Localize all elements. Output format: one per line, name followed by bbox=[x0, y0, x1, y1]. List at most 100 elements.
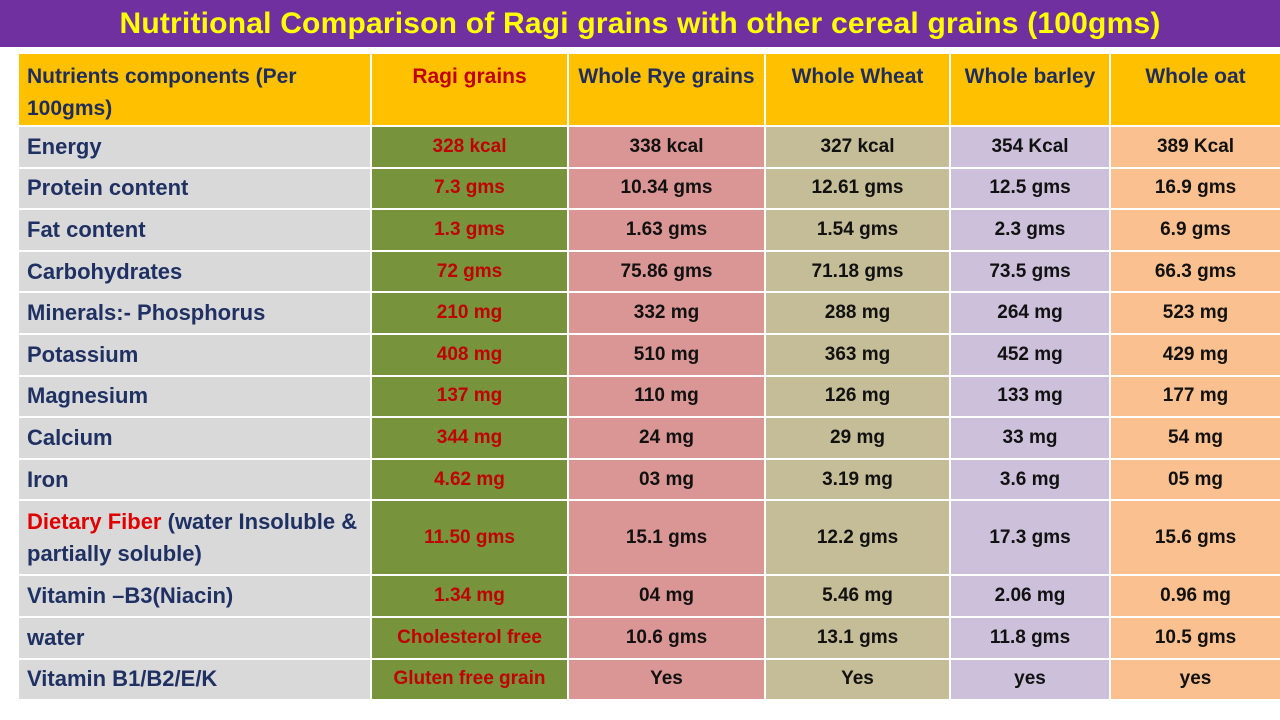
barley-value: 133 mg bbox=[949, 374, 1111, 419]
table-row: Minerals:- Phosphorus 210 mg 332 mg 288 … bbox=[17, 291, 1280, 335]
nutrition-comparison-table: Nutrients components (Per 100gms) Ragi g… bbox=[17, 52, 1280, 702]
wheat-value: 327 kcal bbox=[764, 125, 951, 169]
table-row: Dietary Fiber (water Insoluble & partial… bbox=[17, 499, 1280, 577]
barley-value: yes bbox=[949, 657, 1111, 702]
rye-value: Yes bbox=[567, 657, 766, 702]
table-row: water Cholesterol free 10.6 gms 13.1 gms… bbox=[17, 615, 1280, 660]
table-row: Magnesium 137 mg 110 mg 126 mg 133 mg 17… bbox=[17, 374, 1280, 419]
rye-value: 510 mg bbox=[567, 332, 766, 377]
ragi-value: 328 kcal bbox=[370, 125, 569, 169]
rye-value: 10.6 gms bbox=[567, 615, 766, 660]
table-row: Vitamin –B3(Niacin) 1.34 mg 04 mg 5.46 m… bbox=[17, 574, 1280, 618]
nutrient-name: Minerals:- Phosphorus bbox=[17, 291, 372, 335]
oat-value: 6.9 gms bbox=[1109, 208, 1280, 252]
rye-value: 04 mg bbox=[567, 574, 766, 618]
rye-value: 10.34 gms bbox=[567, 166, 766, 211]
nutrient-name: Calcium bbox=[17, 416, 372, 460]
ragi-value: 137 mg bbox=[370, 374, 569, 419]
wheat-value: 12.61 gms bbox=[764, 166, 951, 211]
ragi-value: 1.34 mg bbox=[370, 574, 569, 618]
ragi-value: 344 mg bbox=[370, 416, 569, 460]
oat-value: 15.6 gms bbox=[1109, 499, 1280, 577]
table-row: Potassium 408 mg 510 mg 363 mg 452 mg 42… bbox=[17, 332, 1280, 377]
header-wheat: Whole Wheat bbox=[764, 52, 951, 127]
dietary-fiber-label: Dietary Fiber bbox=[27, 508, 162, 534]
nutrient-name: Dietary Fiber (water Insoluble & partial… bbox=[17, 499, 372, 577]
oat-value: 16.9 gms bbox=[1109, 166, 1280, 211]
table-row: Fat content 1.3 gms 1.63 gms 1.54 gms 2.… bbox=[17, 208, 1280, 252]
wheat-value: 29 mg bbox=[764, 416, 951, 460]
barley-value: 452 mg bbox=[949, 332, 1111, 377]
wheat-value: Yes bbox=[764, 657, 951, 702]
wheat-value: 126 mg bbox=[764, 374, 951, 419]
ragi-value: 11.50 gms bbox=[370, 499, 569, 577]
barley-value: 17.3 gms bbox=[949, 499, 1111, 577]
rye-value: 24 mg bbox=[567, 416, 766, 460]
oat-value: 05 mg bbox=[1109, 457, 1280, 502]
oat-value: 10.5 gms bbox=[1109, 615, 1280, 660]
barley-value: 3.6 mg bbox=[949, 457, 1111, 502]
wheat-value: 13.1 gms bbox=[764, 615, 951, 660]
table-row: Vitamin B1/B2/E/K Gluten free grain Yes … bbox=[17, 657, 1280, 702]
wheat-value: 288 mg bbox=[764, 291, 951, 335]
barley-value: 354 Kcal bbox=[949, 125, 1111, 169]
table-row: Energy 328 kcal 338 kcal 327 kcal 354 Kc… bbox=[17, 125, 1280, 169]
wheat-value: 363 mg bbox=[764, 332, 951, 377]
barley-value: 73.5 gms bbox=[949, 249, 1111, 294]
oat-value: 66.3 gms bbox=[1109, 249, 1280, 294]
barley-value: 2.06 mg bbox=[949, 574, 1111, 618]
nutrient-name: Iron bbox=[17, 457, 372, 502]
header-oat: Whole oat bbox=[1109, 52, 1280, 127]
ragi-value: 1.3 gms bbox=[370, 208, 569, 252]
ragi-value: 72 gms bbox=[370, 249, 569, 294]
oat-value: 54 mg bbox=[1109, 416, 1280, 460]
barley-value: 11.8 gms bbox=[949, 615, 1111, 660]
rye-value: 75.86 gms bbox=[567, 249, 766, 294]
oat-value: yes bbox=[1109, 657, 1280, 702]
nutrient-name: Magnesium bbox=[17, 374, 372, 419]
dietary-fiber-note: (water Insoluble & partially soluble) bbox=[27, 508, 358, 566]
nutrition-table-container: Nutrients components (Per 100gms) Ragi g… bbox=[17, 52, 1280, 702]
barley-value: 264 mg bbox=[949, 291, 1111, 335]
nutrient-name: Carbohydrates bbox=[17, 249, 372, 294]
nutrient-name: Vitamin –B3(Niacin) bbox=[17, 574, 372, 618]
table-row: Iron 4.62 mg 03 mg 3.19 mg 3.6 mg 05 mg bbox=[17, 457, 1280, 502]
table-header-row: Nutrients components (Per 100gms) Ragi g… bbox=[17, 52, 1280, 127]
ragi-value: 4.62 mg bbox=[370, 457, 569, 502]
rye-value: 03 mg bbox=[567, 457, 766, 502]
ragi-value: Gluten free grain bbox=[370, 657, 569, 702]
title-bar: Nutritional Comparison of Ragi grains wi… bbox=[0, 0, 1280, 47]
header-nutrients: Nutrients components (Per 100gms) bbox=[17, 52, 372, 127]
oat-value: 177 mg bbox=[1109, 374, 1280, 419]
wheat-value: 71.18 gms bbox=[764, 249, 951, 294]
header-rye: Whole Rye grains bbox=[567, 52, 766, 127]
table-row: Protein content 7.3 gms 10.34 gms 12.61 … bbox=[17, 166, 1280, 211]
oat-value: 523 mg bbox=[1109, 291, 1280, 335]
rye-value: 338 kcal bbox=[567, 125, 766, 169]
wheat-value: 12.2 gms bbox=[764, 499, 951, 577]
table-row: Calcium 344 mg 24 mg 29 mg 33 mg 54 mg bbox=[17, 416, 1280, 460]
nutrient-name: Energy bbox=[17, 125, 372, 169]
wheat-value: 5.46 mg bbox=[764, 574, 951, 618]
barley-value: 12.5 gms bbox=[949, 166, 1111, 211]
oat-value: 389 Kcal bbox=[1109, 125, 1280, 169]
ragi-value: 210 mg bbox=[370, 291, 569, 335]
ragi-value: Cholesterol free bbox=[370, 615, 569, 660]
table-row: Carbohydrates 72 gms 75.86 gms 71.18 gms… bbox=[17, 249, 1280, 294]
ragi-value: 7.3 gms bbox=[370, 166, 569, 211]
oat-value: 0.96 mg bbox=[1109, 574, 1280, 618]
nutrient-name: water bbox=[17, 615, 372, 660]
ragi-value: 408 mg bbox=[370, 332, 569, 377]
header-barley: Whole barley bbox=[949, 52, 1111, 127]
rye-value: 110 mg bbox=[567, 374, 766, 419]
nutrient-name: Vitamin B1/B2/E/K bbox=[17, 657, 372, 702]
wheat-value: 3.19 mg bbox=[764, 457, 951, 502]
header-ragi: Ragi grains bbox=[370, 52, 569, 127]
wheat-value: 1.54 gms bbox=[764, 208, 951, 252]
nutrient-name: Fat content bbox=[17, 208, 372, 252]
nutrient-name: Potassium bbox=[17, 332, 372, 377]
page-title: Nutritional Comparison of Ragi grains wi… bbox=[119, 6, 1161, 40]
nutrient-name: Protein content bbox=[17, 166, 372, 211]
barley-value: 33 mg bbox=[949, 416, 1111, 460]
rye-value: 1.63 gms bbox=[567, 208, 766, 252]
